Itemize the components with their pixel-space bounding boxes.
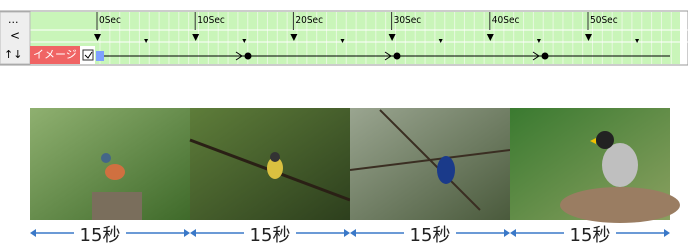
ruler-label: 0Sec xyxy=(99,15,121,26)
ruler-label: 50Sec xyxy=(590,15,618,26)
ruler-label: 10Sec xyxy=(197,15,225,26)
ruler-label: 20Sec xyxy=(295,15,323,26)
photos xyxy=(30,108,680,223)
keyframe[interactable] xyxy=(394,53,401,60)
keyframe[interactable] xyxy=(542,53,549,60)
duration-caption: 15秒 xyxy=(410,225,451,246)
keyframe[interactable] xyxy=(245,53,252,60)
duration-caption: 15秒 xyxy=(80,225,121,246)
swap-button[interactable]: ↑↓ xyxy=(4,48,22,61)
timeline-panel: ... < ↑↓ イメージ 0Sec 10Sec 20Sec 30Sec 40Sec 50… xyxy=(0,11,688,65)
duration-caption: 15秒 xyxy=(250,225,291,246)
key-start[interactable] xyxy=(96,51,104,61)
ruler-label: 30Sec xyxy=(394,15,422,26)
menu-button[interactable]: ... xyxy=(8,13,19,26)
back-button[interactable]: < xyxy=(10,29,20,43)
duration-caption: 15秒 xyxy=(570,225,611,246)
track-label: イメージ xyxy=(33,48,77,61)
screen: ... < ↑↓ イメージ 0Sec 10Sec 20Sec 30Sec 40Sec 50… xyxy=(0,0,688,246)
ruler-label: 40Sec xyxy=(492,15,520,26)
